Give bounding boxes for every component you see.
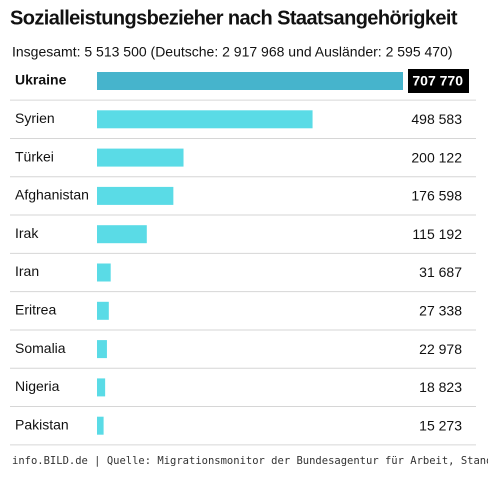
chart-title: Sozialleistungsbezieher nach Staatsangeh… — [10, 7, 458, 29]
category-label: Ukraine — [15, 72, 67, 88]
value-label: 15 273 — [419, 417, 462, 433]
value-label: 176 598 — [411, 188, 462, 204]
source: info.BILD.de | Quelle: Migrationsmonitor… — [12, 455, 488, 467]
value-label: 498 583 — [411, 111, 462, 127]
value-label: 200 122 — [411, 149, 462, 165]
category-label: Syrien — [15, 110, 55, 126]
bar — [97, 378, 106, 397]
category-label: Afghanistan — [15, 187, 89, 203]
category-label: Eritrea — [15, 302, 56, 318]
bar — [97, 148, 184, 167]
value-label: 22 978 — [419, 341, 462, 357]
category-label: Türkei — [15, 148, 54, 164]
value-label: 115 192 — [412, 226, 462, 242]
value-label: 31 687 — [419, 264, 462, 280]
category-label: Iran — [15, 263, 39, 279]
bar — [97, 72, 403, 90]
category-label: Nigeria — [15, 378, 60, 394]
bar — [97, 263, 111, 282]
bar — [97, 110, 313, 129]
bar — [97, 416, 104, 435]
category-label: Somalia — [15, 340, 66, 356]
value-label: 18 823 — [419, 379, 462, 395]
bar — [97, 186, 174, 205]
bar — [97, 225, 147, 244]
value-label: 707 770 — [412, 73, 463, 89]
chart-subtitle: Insgesamt: 5 513 500 (Deutsche: 2 917 96… — [12, 44, 453, 60]
value-label: 27 338 — [419, 303, 462, 319]
value-highlight — [408, 69, 469, 93]
category-label: Irak — [15, 225, 39, 241]
bar — [97, 301, 109, 320]
bar — [97, 340, 107, 359]
category-label: Pakistan — [15, 416, 69, 432]
